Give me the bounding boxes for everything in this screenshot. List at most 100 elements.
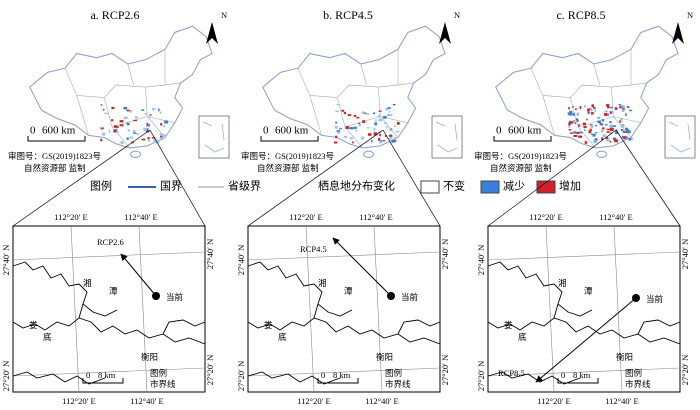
lat-label: 27°40′ N <box>205 239 215 270</box>
north-arrow <box>672 22 684 44</box>
change-patch <box>575 108 577 111</box>
approval-text: 审图号：GS(2019)1823号 <box>241 151 334 161</box>
zoom-legend-title: 图例 <box>150 368 167 378</box>
change-patch <box>375 119 377 121</box>
change-patch <box>394 139 397 142</box>
change-patch <box>589 108 592 110</box>
change-patch <box>584 141 587 144</box>
place-label: 娄 <box>504 320 513 330</box>
future-label: RCP4.5 <box>300 244 327 254</box>
place-label: 潭 <box>344 286 353 296</box>
scale-label: 0 <box>496 125 502 137</box>
zoom-legend-label: 市界线 <box>385 379 411 389</box>
change-patch <box>573 134 578 137</box>
change-patch <box>355 129 357 132</box>
change-patch <box>372 112 376 115</box>
change-patch <box>592 106 596 109</box>
scale-label: 0 <box>263 125 269 137</box>
change-patch <box>583 125 587 129</box>
change-patch <box>374 122 377 126</box>
change-patch <box>610 111 612 115</box>
scale-label: 8 km <box>98 370 116 380</box>
change-patch <box>568 112 573 116</box>
graticule <box>487 225 681 393</box>
zoom-frame <box>12 225 206 393</box>
change-patch <box>366 127 370 129</box>
change-patch <box>378 114 381 118</box>
change-patch <box>164 120 169 124</box>
change-patch <box>358 124 362 127</box>
change-patch <box>618 103 622 106</box>
change-patch <box>345 126 350 129</box>
change-patch <box>113 125 118 128</box>
zoom-connector <box>382 129 441 227</box>
legend-title: 图例 <box>90 179 112 193</box>
change-patch <box>111 106 115 110</box>
change-patch <box>575 118 578 121</box>
change-patch <box>619 120 621 123</box>
change-patch <box>609 121 612 124</box>
change-patch <box>602 127 605 130</box>
shift-arrow <box>332 237 392 297</box>
lat-label: 27°40′ N <box>236 245 246 276</box>
scale-bar <box>260 136 319 142</box>
change-patch <box>113 129 116 133</box>
legend-swatch <box>536 180 556 194</box>
north-label: N <box>454 10 460 20</box>
change-patch <box>116 126 119 129</box>
scale-label: 0 <box>30 125 36 137</box>
north-arrow <box>439 22 451 44</box>
lat-label: 27°20′ N <box>680 355 690 386</box>
scale-bar <box>27 136 86 142</box>
change-patch <box>347 114 351 117</box>
change-patch <box>604 110 608 113</box>
change-patch <box>388 111 391 113</box>
change-patch <box>595 124 598 127</box>
zoom-connector <box>247 129 384 227</box>
change-patch <box>616 128 618 131</box>
change-patch <box>119 124 123 127</box>
zoom-legend-title: 图例 <box>385 368 402 378</box>
current-label: 当前 <box>166 292 184 302</box>
change-patch <box>374 121 378 124</box>
change-patch <box>621 105 625 108</box>
change-patch <box>591 104 594 108</box>
change-patch <box>126 109 131 112</box>
change-patch <box>334 125 338 129</box>
place-label: 潭 <box>109 286 118 296</box>
zoom-legend-title: 图例 <box>625 368 642 378</box>
change-patch <box>590 124 594 128</box>
panel-title: b. RCP4.5 <box>323 8 373 22</box>
change-patch <box>576 131 580 134</box>
change-patch <box>619 105 623 109</box>
change-patch <box>394 136 397 139</box>
change-patch <box>129 110 132 113</box>
change-patch <box>343 135 348 138</box>
change-patch <box>144 112 147 115</box>
change-patch <box>356 116 360 119</box>
lon-label: 112°20′ E <box>62 396 96 406</box>
change-patch <box>622 107 625 111</box>
change-patch <box>395 130 399 133</box>
change-patch <box>100 126 103 129</box>
change-patch <box>364 112 367 114</box>
change-patch <box>625 136 628 139</box>
change-patch <box>100 104 103 106</box>
change-patch <box>609 124 614 128</box>
lon-label: 112°20′ E <box>297 396 331 406</box>
china-map <box>29 25 213 158</box>
change-patch <box>126 122 130 126</box>
change-patch <box>569 121 574 124</box>
change-patch <box>590 109 593 112</box>
lat-label: 27°20′ N <box>1 361 11 392</box>
change-patch <box>388 137 392 140</box>
legend-swatch <box>420 180 440 194</box>
change-patch <box>156 141 160 144</box>
change-patch <box>136 133 140 135</box>
lat-label: 27°40′ N <box>440 239 450 270</box>
zoom-legend-label: 市界线 <box>150 379 176 389</box>
change-patch <box>134 116 139 119</box>
change-patch <box>367 133 372 136</box>
